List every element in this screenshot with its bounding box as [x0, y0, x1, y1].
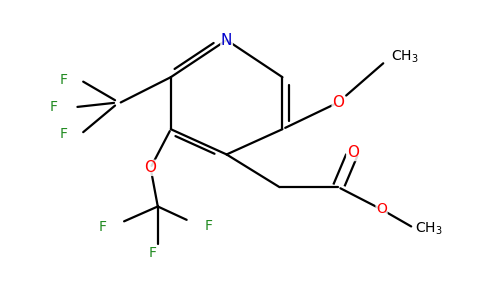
Text: F: F: [149, 245, 157, 260]
Text: O: O: [347, 146, 359, 160]
Text: F: F: [98, 220, 106, 234]
Text: CH$_3$: CH$_3$: [391, 48, 419, 64]
Text: O: O: [145, 160, 156, 175]
Text: N: N: [221, 32, 232, 47]
Text: O: O: [332, 95, 344, 110]
Text: CH$_3$: CH$_3$: [415, 220, 443, 237]
Text: F: F: [60, 73, 68, 87]
Text: F: F: [204, 219, 212, 233]
Text: O: O: [376, 202, 387, 216]
Text: F: F: [60, 127, 68, 141]
Text: F: F: [49, 100, 58, 114]
Text: CH$_3$: CH$_3$: [391, 48, 419, 64]
Text: CH$_3$: CH$_3$: [415, 220, 443, 237]
